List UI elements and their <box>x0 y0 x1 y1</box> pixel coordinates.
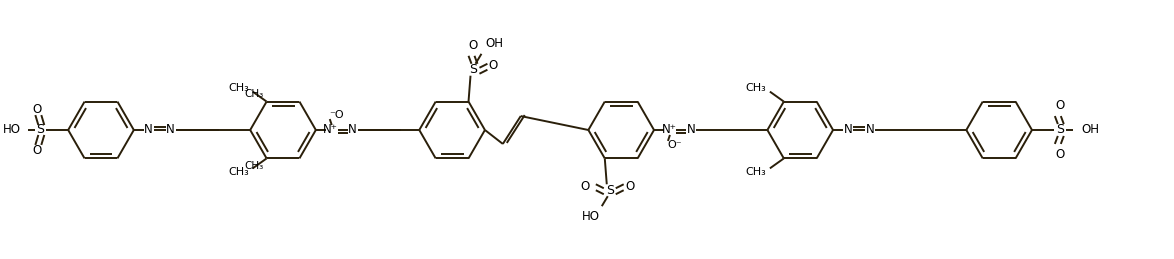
Text: O: O <box>468 39 478 52</box>
Text: CH₃: CH₃ <box>745 167 765 177</box>
Text: N: N <box>687 124 695 136</box>
Text: O⁻: O⁻ <box>667 140 682 150</box>
Text: S: S <box>1055 124 1064 136</box>
Text: HO: HO <box>582 210 600 223</box>
Text: O: O <box>625 180 634 193</box>
Text: CH₃: CH₃ <box>745 83 765 93</box>
Text: CH₃: CH₃ <box>244 89 264 99</box>
Text: N⁺: N⁺ <box>323 124 338 136</box>
Text: O: O <box>1055 99 1065 112</box>
Text: S: S <box>36 124 45 136</box>
Text: S: S <box>606 184 614 197</box>
Text: O: O <box>581 180 589 193</box>
Text: OH: OH <box>1081 124 1100 136</box>
Text: N: N <box>349 124 357 136</box>
Text: CH₃: CH₃ <box>244 161 264 171</box>
Text: N: N <box>144 124 153 136</box>
Text: CH₃: CH₃ <box>228 167 249 177</box>
Text: O: O <box>1055 148 1065 161</box>
Text: O: O <box>33 103 42 116</box>
Text: ⁻O: ⁻O <box>329 110 344 120</box>
Text: S: S <box>470 63 478 76</box>
Text: N: N <box>844 124 852 136</box>
Text: N: N <box>167 124 175 136</box>
Text: CH₃: CH₃ <box>228 83 249 93</box>
Text: N: N <box>865 124 875 136</box>
Text: HO: HO <box>2 124 20 136</box>
Text: O: O <box>33 144 42 157</box>
Text: O: O <box>488 59 498 72</box>
Text: N⁺: N⁺ <box>661 124 676 136</box>
Text: OH: OH <box>485 37 504 50</box>
